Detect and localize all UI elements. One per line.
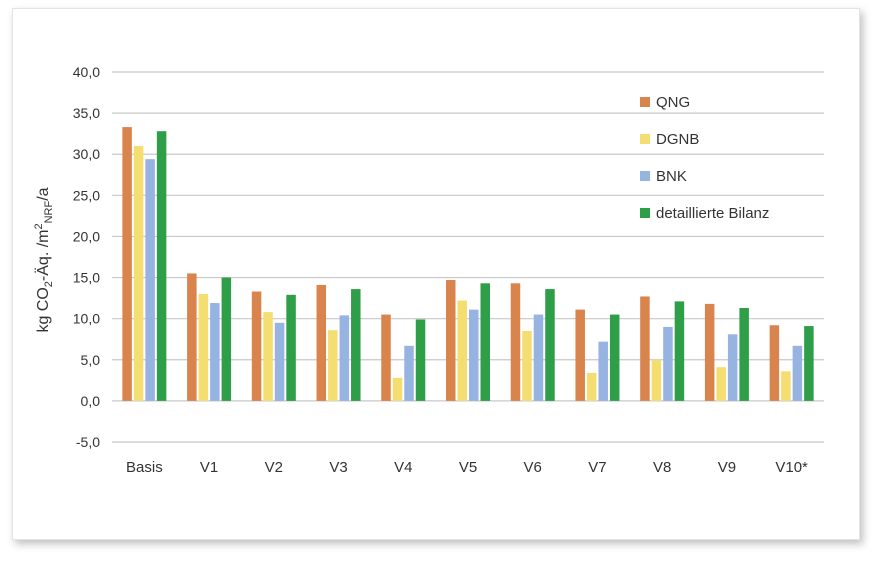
bar-dgnb xyxy=(522,331,532,401)
y-tick-label: 0,0 xyxy=(81,393,101,409)
y-tick-label: 25,0 xyxy=(73,187,100,203)
bar-detaillierte-bilanz xyxy=(351,289,361,401)
bar-detaillierte-bilanz xyxy=(674,301,685,401)
bar-qng xyxy=(769,325,780,401)
y-tick-label: 10,0 xyxy=(73,311,100,327)
legend-label: BNK xyxy=(656,168,687,185)
y-tick-label: -5,0 xyxy=(76,434,100,450)
bar-detaillierte-bilanz xyxy=(415,319,426,401)
bar-bnk xyxy=(210,303,220,401)
x-tick-label: V5 xyxy=(459,459,477,476)
bar-bnk xyxy=(727,334,738,401)
bar-dgnb xyxy=(457,300,467,401)
x-tick-label: V4 xyxy=(394,459,412,476)
bar-bnk xyxy=(533,314,544,401)
bar-dgnb xyxy=(133,146,144,401)
bar-dgnb xyxy=(328,330,338,401)
legend-swatch xyxy=(640,134,650,144)
legend-swatch xyxy=(640,208,650,218)
bar-bnk xyxy=(404,345,414,401)
bar-dgnb xyxy=(651,359,662,401)
bar-dgnb xyxy=(716,367,726,401)
x-tick-label: V10* xyxy=(775,459,808,476)
bar-detaillierte-bilanz xyxy=(156,131,167,401)
bar-detaillierte-bilanz xyxy=(221,277,232,401)
bar-qng xyxy=(381,314,391,401)
bar-bnk xyxy=(663,326,673,401)
x-tick-label: V3 xyxy=(329,459,347,476)
legend-swatch xyxy=(640,97,650,107)
bar-dgnb xyxy=(198,294,209,401)
bar-detaillierte-bilanz xyxy=(804,326,814,401)
bar-dgnb xyxy=(586,372,597,401)
bar-detaillierte-bilanz xyxy=(545,289,555,401)
y-tick-label: 20,0 xyxy=(73,228,100,244)
bar-dgnb xyxy=(392,377,403,401)
bar-qng xyxy=(575,309,585,401)
y-tick-label: 15,0 xyxy=(73,270,100,286)
bar-bnk xyxy=(469,309,479,401)
x-tick-label: V9 xyxy=(718,459,736,476)
bar-bnk xyxy=(145,159,155,401)
y-tick-label: 5,0 xyxy=(81,352,101,368)
bar-bnk xyxy=(274,322,285,401)
bar-qng xyxy=(187,273,197,401)
y-tick-label: 40,0 xyxy=(73,64,100,80)
y-tick-label: 35,0 xyxy=(73,105,100,121)
bar-dgnb xyxy=(263,312,273,401)
bar-qng xyxy=(316,284,327,401)
x-tick-label: Basis xyxy=(126,459,163,476)
bar-bnk xyxy=(339,315,350,401)
bar-bnk xyxy=(598,341,608,401)
bar-dgnb xyxy=(781,371,791,401)
x-tick-label: V7 xyxy=(588,459,606,476)
bar-qng xyxy=(251,291,262,401)
bar-qng xyxy=(446,280,456,401)
y-axis-label: kg CO2-Äq. /m2NRF/a xyxy=(33,187,55,332)
legend-label: DGNB xyxy=(656,131,699,148)
bar-qng xyxy=(704,303,715,401)
bar-detaillierte-bilanz xyxy=(609,314,620,401)
legend-label: detaillierte Bilanz xyxy=(656,205,769,222)
bar-qng xyxy=(510,283,521,401)
legend-swatch xyxy=(640,171,650,181)
bar-detaillierte-bilanz xyxy=(286,294,296,401)
legend-label: QNG xyxy=(656,94,690,111)
bar-detaillierte-bilanz xyxy=(739,307,749,401)
x-tick-label: V1 xyxy=(200,459,218,476)
bar-qng xyxy=(122,127,132,401)
x-tick-label: V6 xyxy=(524,459,542,476)
bar-qng xyxy=(640,296,650,401)
x-tick-label: V8 xyxy=(653,459,671,476)
bar-detaillierte-bilanz xyxy=(480,283,490,401)
bar-bnk xyxy=(792,345,803,401)
y-tick-label: 30,0 xyxy=(73,146,100,162)
x-tick-label: V2 xyxy=(265,459,283,476)
